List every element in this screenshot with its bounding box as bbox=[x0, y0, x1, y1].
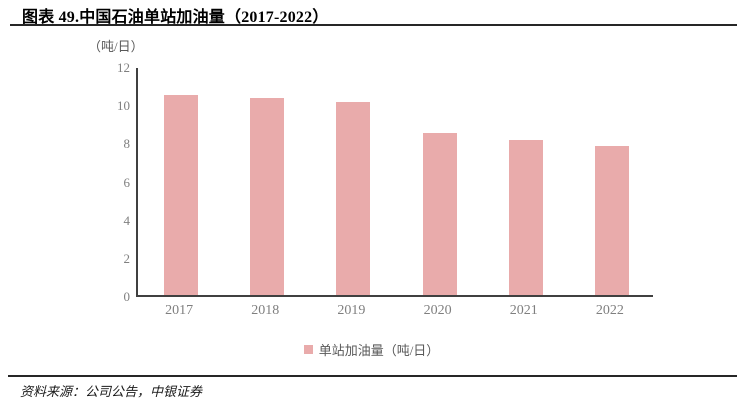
footer-divider bbox=[8, 375, 737, 377]
y-tick-label: 0 bbox=[123, 289, 131, 304]
figure-title: 图表 49.中国石油单站加油量（2017-2022） bbox=[22, 9, 329, 26]
bar-2019 bbox=[336, 102, 371, 295]
legend-label: 单站加油量（吨/日） bbox=[318, 342, 440, 358]
bar-2022 bbox=[594, 146, 629, 295]
y-tick-label: 12 bbox=[117, 60, 130, 75]
x-tick-label: 2020 bbox=[423, 303, 452, 318]
x-tick-label: 2017 bbox=[165, 303, 194, 318]
bar-2018 bbox=[250, 98, 285, 295]
source-text: 资料来源：公司公告，中银证券 bbox=[20, 384, 203, 399]
y-tick-label: 4 bbox=[123, 212, 131, 228]
y-tick-label: 10 bbox=[117, 98, 130, 114]
y-tick-label: 6 bbox=[123, 174, 131, 190]
title-divider bbox=[10, 24, 737, 26]
x-tick-label: 2021 bbox=[509, 303, 538, 318]
bar-2021 bbox=[508, 140, 543, 295]
plot-area bbox=[136, 68, 653, 297]
legend: 单站加油量（吨/日） bbox=[0, 340, 743, 358]
y-tick-label: 2 bbox=[123, 250, 131, 266]
y-tick-label: 8 bbox=[123, 136, 131, 152]
y-axis-unit-label: （吨/日） bbox=[88, 39, 144, 54]
x-tick-label: 2019 bbox=[337, 303, 366, 318]
bar-2017 bbox=[164, 94, 199, 295]
legend-swatch-icon bbox=[303, 344, 313, 354]
x-tick-label: 2018 bbox=[251, 303, 280, 318]
x-tick-label: 2022 bbox=[595, 303, 624, 318]
bar-2020 bbox=[422, 132, 457, 295]
